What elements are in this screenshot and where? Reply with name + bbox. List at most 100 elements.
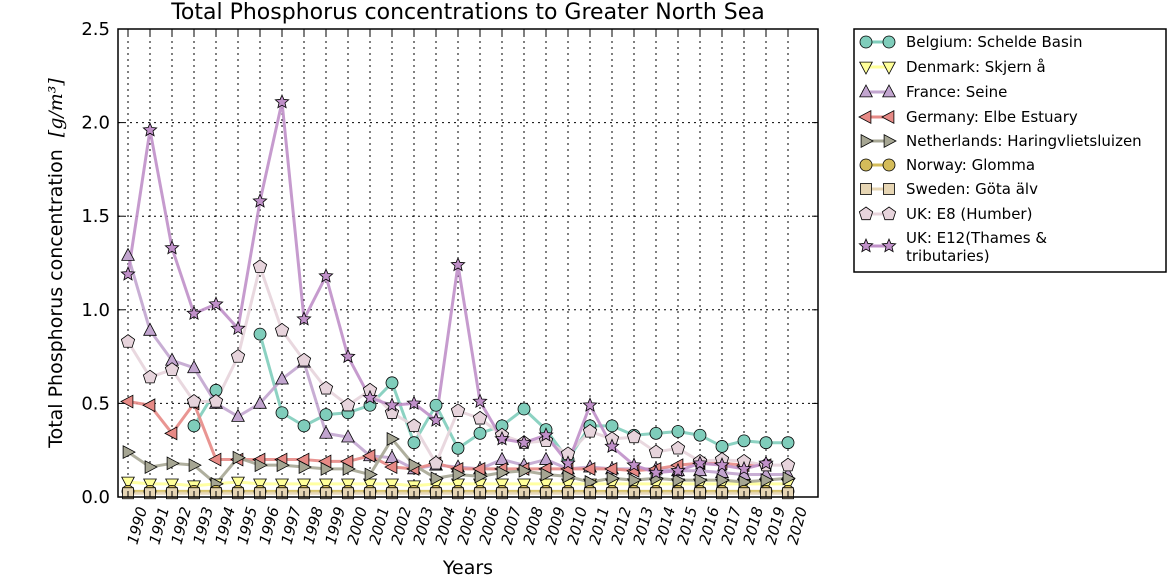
plot-area xyxy=(117,28,819,498)
data-point-2 xyxy=(143,322,157,336)
legend-label: Germany: Elbe Estuary xyxy=(906,108,1078,126)
data-point-0 xyxy=(517,402,531,416)
data-point-4 xyxy=(782,471,796,486)
data-point-2 xyxy=(187,359,201,374)
data-point-8 xyxy=(626,457,642,472)
chart-title: Total Phosphorus concentrations to Great… xyxy=(170,0,765,25)
data-point-1 xyxy=(297,478,311,492)
data-point-0 xyxy=(297,419,311,433)
legend-marker xyxy=(858,237,874,253)
data-point-7 xyxy=(648,444,664,459)
data-point-7 xyxy=(252,259,268,273)
data-point-0 xyxy=(187,419,201,433)
data-point-7 xyxy=(318,380,334,395)
data-point-4 xyxy=(518,463,532,478)
legend-marker xyxy=(883,134,897,148)
legend-marker xyxy=(881,237,897,253)
data-point-8 xyxy=(362,389,378,405)
data-point-8 xyxy=(164,239,180,255)
data-point-1 xyxy=(341,478,355,492)
data-point-1 xyxy=(319,478,333,492)
svg-text:Total Phosphorus concentration: Total Phosphorus concentration [g/m³] xyxy=(45,78,67,449)
data-point-0 xyxy=(737,434,751,448)
data-point-4 xyxy=(320,461,334,476)
legend-item: Sweden: Göta älv xyxy=(860,180,1038,198)
data-point-1 xyxy=(495,478,509,492)
data-point-4 xyxy=(540,467,554,482)
data-point-4 xyxy=(386,432,400,446)
legend-marker xyxy=(860,183,872,195)
legend-marker xyxy=(883,183,895,195)
data-point-3 xyxy=(362,448,376,463)
data-point-8 xyxy=(692,455,708,470)
legend-marker xyxy=(881,110,895,124)
data-point-2 xyxy=(231,408,245,422)
data-point-8 xyxy=(406,395,422,410)
y-axis: 0.0 0.5 1.0 1.5 2.0 2.5 xyxy=(81,19,818,508)
data-point-4 xyxy=(496,465,510,480)
y-axis-unit: [g/m³] xyxy=(45,78,67,138)
legend-item: Germany: Elbe Estuary xyxy=(858,108,1078,126)
data-point-4 xyxy=(232,450,246,465)
data-point-7 xyxy=(296,352,312,367)
data-point-4 xyxy=(672,473,686,488)
legend-marker xyxy=(882,35,896,49)
series-lines xyxy=(126,100,789,495)
data-point-1 xyxy=(363,478,377,492)
data-point-7 xyxy=(120,334,136,348)
data-point-2 xyxy=(341,429,355,443)
data-point-8 xyxy=(428,412,444,427)
data-point-4 xyxy=(408,458,422,473)
legend-marker xyxy=(882,61,896,75)
data-point-8 xyxy=(252,193,268,208)
legend-marker xyxy=(859,61,873,75)
data-point-7 xyxy=(406,418,422,432)
x-axis-label: Years xyxy=(442,557,493,579)
data-point-7 xyxy=(230,349,246,363)
data-point-4 xyxy=(760,473,774,488)
x-axis: 1990199119921993199419951996199719981999… xyxy=(124,29,811,546)
data-point-1 xyxy=(165,478,179,492)
data-point-7 xyxy=(670,440,686,455)
data-point-2 xyxy=(275,371,289,385)
series-markers xyxy=(120,93,796,500)
data-point-4 xyxy=(254,458,268,473)
data-point-3 xyxy=(142,398,156,413)
data-point-7 xyxy=(626,429,642,444)
data-point-8 xyxy=(560,455,576,470)
data-point-8 xyxy=(494,430,510,446)
legend-label: Norway: Glomma xyxy=(906,156,1035,174)
y-tick-label: 0.0 xyxy=(81,487,110,508)
data-point-7 xyxy=(340,397,356,412)
legend-marker xyxy=(859,84,873,98)
data-point-8 xyxy=(340,348,356,364)
data-point-7 xyxy=(472,410,488,425)
data-point-8 xyxy=(230,320,246,336)
data-point-3 xyxy=(384,460,398,475)
data-point-0 xyxy=(319,408,333,422)
data-point-8 xyxy=(318,268,334,283)
data-point-8 xyxy=(450,256,466,272)
data-point-8 xyxy=(208,296,224,311)
legend-label: Denmark: Skjern å xyxy=(906,58,1046,76)
data-point-0 xyxy=(649,426,663,440)
data-point-0 xyxy=(715,440,729,453)
data-point-1 xyxy=(451,478,465,492)
y-axis-label-text: Total Phosphorus concentration xyxy=(45,149,67,449)
legend-marker xyxy=(859,35,873,49)
legend-item: France: Seine xyxy=(859,83,1007,101)
legend-item: UK: E8 (Humber) xyxy=(858,205,1032,223)
data-point-7 xyxy=(186,394,202,408)
grid xyxy=(118,28,818,498)
data-point-2 xyxy=(539,451,553,465)
data-point-1 xyxy=(253,478,267,492)
data-point-8 xyxy=(142,122,158,137)
legend-label: France: Seine xyxy=(906,83,1007,101)
data-point-1 xyxy=(517,478,531,492)
y-tick-label: 2.5 xyxy=(81,19,110,40)
data-point-8 xyxy=(296,311,312,326)
data-point-4 xyxy=(562,469,576,484)
y-tick-label: 1.0 xyxy=(81,300,110,321)
data-point-2 xyxy=(693,462,707,477)
legend-marker xyxy=(858,110,872,124)
